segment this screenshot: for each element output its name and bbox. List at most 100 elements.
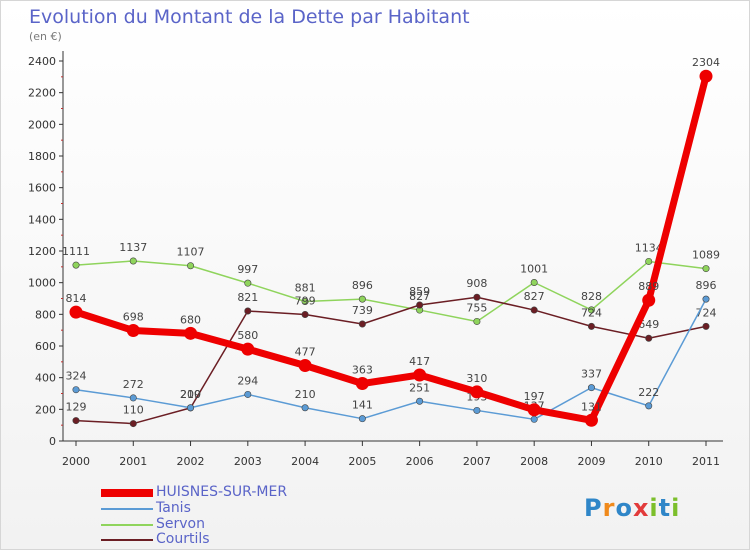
data-label: 210 (180, 388, 201, 401)
data-label: 896 (696, 279, 717, 292)
y-tick-label: 1800 (28, 150, 56, 163)
data-point (416, 301, 424, 309)
data-point (72, 417, 80, 425)
y-tick-label: 2400 (28, 55, 56, 68)
data-point (584, 413, 598, 427)
legend-label: Servon (156, 516, 205, 532)
y-tick-label: 1600 (28, 182, 56, 195)
data-point (129, 420, 137, 428)
data-point (645, 402, 653, 410)
data-label: 324 (66, 370, 87, 383)
data-point (244, 279, 252, 287)
proxiti-logo: Proxiti (584, 494, 680, 522)
data-label: 881 (295, 282, 316, 295)
data-point (187, 262, 195, 270)
data-point (129, 394, 137, 402)
data-label: 828 (581, 290, 602, 303)
data-label: 997 (237, 263, 258, 276)
data-point (244, 307, 252, 315)
data-label: 141 (352, 399, 373, 412)
data-point (358, 320, 366, 328)
data-label: 209 (180, 388, 201, 401)
legend-swatch (101, 539, 153, 541)
data-label: 1134 (635, 241, 663, 254)
legend-swatch (101, 508, 153, 510)
data-point (301, 298, 309, 306)
data-label: 310 (466, 372, 487, 385)
series-line (75, 298, 707, 421)
data-point (702, 322, 710, 330)
data-point (587, 384, 595, 392)
y-tick-label: 200 (35, 403, 56, 416)
data-label: 337 (581, 368, 602, 381)
data-point (642, 293, 656, 307)
data-label: 827 (524, 290, 545, 303)
data-point (587, 306, 595, 314)
data-point (530, 415, 538, 423)
data-point (470, 385, 484, 399)
data-label: 827 (409, 290, 430, 303)
data-label: 417 (409, 355, 430, 368)
chart-title: Evolution du Montant de la Dette par Hab… (29, 6, 470, 28)
data-label: 110 (123, 404, 144, 417)
series-tanis: 324272210294210141251193137337222896 (66, 279, 717, 423)
data-label: 2304 (692, 56, 720, 69)
data-label: 649 (638, 318, 659, 331)
data-point (301, 404, 309, 412)
data-label: 294 (237, 374, 258, 387)
x-tick-label: 2009 (577, 455, 605, 468)
x-tick-label: 2000 (62, 455, 90, 468)
legend-label: Tanis (156, 500, 191, 516)
data-label: 197 (524, 390, 545, 403)
data-point (184, 326, 198, 340)
data-label: 129 (66, 401, 87, 414)
x-tick-label: 2010 (635, 455, 663, 468)
y-tick-label: 2000 (28, 118, 56, 131)
data-label: 272 (123, 378, 144, 391)
legend-label: Courtils (156, 531, 210, 547)
data-point (298, 358, 312, 372)
data-label: 739 (352, 304, 373, 317)
data-label: 477 (295, 345, 316, 358)
data-label: 580 (237, 329, 258, 342)
y-tick-label: 800 (35, 308, 56, 321)
data-point (129, 257, 137, 265)
x-tick-label: 2002 (177, 455, 205, 468)
data-label: 889 (638, 280, 659, 293)
x-tick-label: 2003 (234, 455, 262, 468)
data-label: 821 (237, 291, 258, 304)
data-point (355, 377, 369, 391)
data-point (530, 306, 538, 314)
x-tick-label: 2008 (520, 455, 548, 468)
legend-swatch (101, 524, 153, 526)
y-tick-label: 0 (49, 435, 56, 448)
data-point (413, 368, 427, 382)
x-tick-label: 2004 (291, 455, 319, 468)
data-label: 1137 (119, 241, 147, 254)
data-point (473, 406, 481, 414)
legend-swatch (101, 489, 153, 497)
data-label: 1111 (62, 245, 90, 258)
y-tick-label: 400 (35, 372, 56, 385)
data-point (126, 323, 140, 337)
series-servon: 1111 1137 1107 997 881 896 827 755 1001 828 1134 10… (62, 241, 720, 325)
data-point (699, 69, 713, 83)
data-label: 908 (466, 277, 487, 290)
data-label: 1089 (692, 249, 720, 262)
data-label: 1001 (520, 263, 548, 276)
data-point (473, 317, 481, 325)
data-point (358, 295, 366, 303)
data-point (587, 322, 595, 330)
y-tick-label: 600 (35, 340, 56, 353)
legend-item: Courtils (101, 531, 401, 548)
logo-letter: r (602, 494, 616, 522)
data-point (241, 342, 255, 356)
logo-letter: o (615, 494, 633, 522)
data-label: 251 (409, 381, 430, 394)
series-line (75, 296, 707, 425)
data-label: 755 (466, 301, 487, 314)
x-tick-label: 2001 (119, 455, 147, 468)
